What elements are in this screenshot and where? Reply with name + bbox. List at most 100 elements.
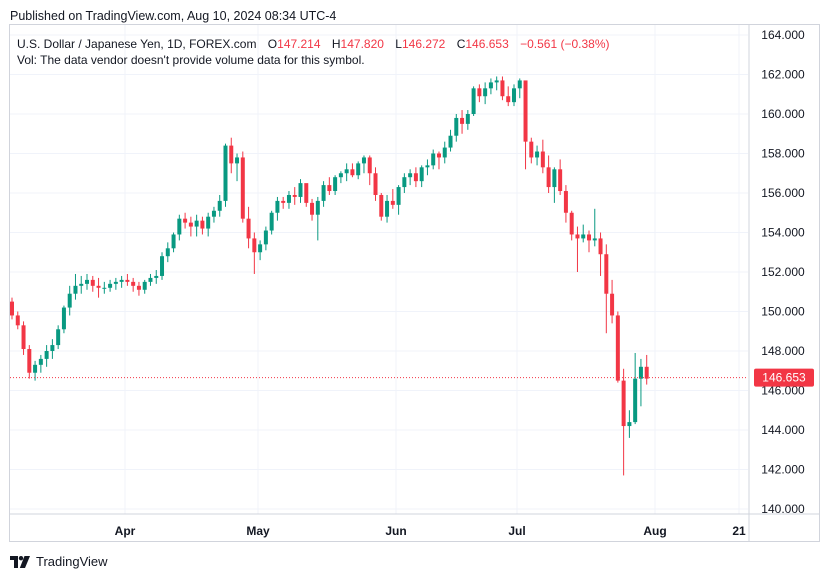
candle[interactable]	[356, 161, 361, 180]
candle[interactable]	[246, 206, 251, 249]
candle[interactable]	[33, 360, 38, 381]
candle[interactable]	[258, 240, 263, 261]
candle[interactable]	[211, 206, 216, 223]
candle[interactable]	[223, 143, 228, 207]
candle[interactable]	[419, 165, 424, 188]
candle[interactable]	[627, 410, 632, 438]
candle[interactable]	[321, 181, 326, 207]
candle[interactable]	[188, 216, 193, 237]
candle[interactable]	[592, 208, 597, 247]
candle[interactable]	[298, 179, 303, 203]
candle[interactable]	[465, 110, 470, 130]
candle[interactable]	[304, 183, 309, 207]
candle[interactable]	[621, 368, 626, 476]
candle[interactable]	[633, 352, 638, 425]
candle[interactable]	[119, 275, 124, 288]
candle[interactable]	[575, 226, 580, 272]
candle[interactable]	[523, 80, 528, 170]
candle[interactable]	[200, 216, 205, 235]
candle[interactable]	[408, 169, 413, 186]
candle[interactable]	[494, 76, 499, 91]
candle[interactable]	[563, 185, 568, 223]
candle[interactable]	[511, 84, 516, 107]
candle[interactable]	[477, 84, 482, 103]
candle[interactable]	[44, 345, 49, 367]
candle[interactable]	[281, 196, 286, 209]
candle[interactable]	[50, 339, 55, 359]
candle[interactable]	[483, 82, 488, 105]
candle[interactable]	[315, 196, 320, 241]
candle[interactable]	[587, 230, 591, 253]
candle[interactable]	[177, 214, 182, 241]
candle[interactable]	[327, 177, 332, 195]
candle[interactable]	[546, 155, 551, 193]
candle[interactable]	[413, 167, 418, 188]
candle[interactable]	[604, 244, 609, 334]
candle[interactable]	[385, 194, 390, 223]
candle[interactable]	[21, 321, 26, 355]
candle[interactable]	[361, 155, 366, 174]
candle[interactable]	[310, 198, 315, 221]
candle[interactable]	[396, 185, 401, 215]
candle[interactable]	[436, 151, 441, 170]
candle[interactable]	[154, 270, 159, 284]
candle[interactable]	[644, 354, 649, 385]
candle[interactable]	[165, 242, 170, 263]
candle[interactable]	[90, 275, 95, 292]
candle[interactable]	[367, 155, 372, 186]
candle[interactable]	[275, 196, 280, 221]
candle[interactable]	[448, 129, 453, 152]
candle[interactable]	[194, 214, 199, 237]
candle[interactable]	[10, 297, 14, 320]
candle[interactable]	[431, 149, 436, 170]
candle[interactable]	[252, 232, 257, 274]
candle[interactable]	[108, 279, 113, 292]
candle[interactable]	[102, 281, 107, 294]
candle[interactable]	[390, 189, 395, 209]
candle[interactable]	[61, 305, 66, 334]
candle[interactable]	[454, 114, 459, 142]
candle[interactable]	[552, 167, 557, 203]
candle[interactable]	[581, 224, 586, 243]
candle[interactable]	[598, 232, 603, 276]
candle[interactable]	[142, 279, 147, 294]
candle[interactable]	[333, 175, 338, 195]
candle[interactable]	[148, 273, 153, 286]
candle[interactable]	[442, 141, 447, 164]
candle[interactable]	[15, 311, 20, 330]
candle[interactable]	[229, 137, 234, 174]
candle[interactable]	[500, 76, 505, 101]
candle[interactable]	[471, 86, 476, 116]
candle[interactable]	[488, 78, 493, 95]
candle[interactable]	[73, 273, 78, 300]
candle[interactable]	[27, 345, 32, 379]
candle[interactable]	[569, 210, 574, 241]
candle[interactable]	[506, 86, 511, 107]
candle[interactable]	[96, 277, 101, 298]
candle[interactable]	[235, 153, 240, 182]
candle[interactable]	[344, 163, 349, 182]
candle[interactable]	[269, 210, 274, 235]
candle[interactable]	[171, 232, 176, 253]
candle[interactable]	[373, 167, 378, 201]
candle[interactable]	[136, 281, 141, 296]
candle[interactable]	[125, 273, 130, 286]
candle[interactable]	[558, 159, 563, 195]
candle[interactable]	[56, 325, 61, 350]
candle[interactable]	[183, 212, 188, 229]
candle[interactable]	[517, 78, 522, 99]
candle[interactable]	[402, 173, 407, 193]
candle[interactable]	[206, 212, 211, 237]
candle[interactable]	[540, 139, 545, 174]
candle[interactable]	[638, 358, 643, 407]
candle[interactable]	[217, 194, 222, 217]
candle[interactable]	[615, 311, 620, 383]
candle[interactable]	[67, 285, 72, 316]
candle[interactable]	[379, 193, 384, 221]
candle[interactable]	[38, 354, 43, 373]
candle[interactable]	[425, 159, 430, 176]
candle[interactable]	[292, 187, 297, 205]
candle[interactable]	[460, 110, 465, 134]
candle[interactable]	[338, 171, 343, 184]
candle[interactable]	[350, 163, 355, 178]
